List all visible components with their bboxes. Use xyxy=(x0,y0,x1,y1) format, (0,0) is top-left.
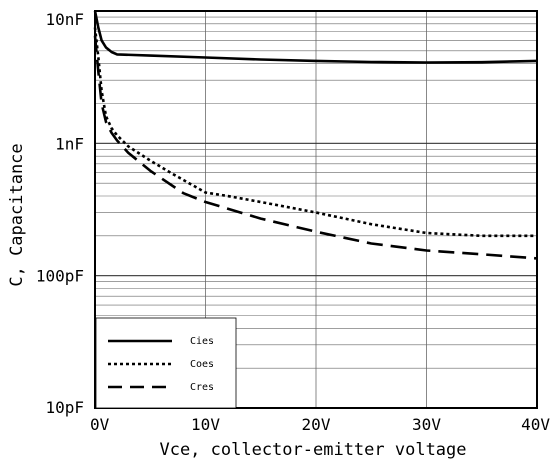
legend-label-cres: Cres xyxy=(190,382,214,393)
series-line-cres xyxy=(93,35,538,260)
y-tick-label: 10pF xyxy=(45,398,84,417)
series-lines xyxy=(93,10,538,260)
x-tick-label: 20V xyxy=(302,415,331,434)
x-axis-title: Vce, collector-emitter voltage xyxy=(159,440,466,460)
x-tick-label: 0V xyxy=(90,415,110,434)
y-tick-label: 1nF xyxy=(55,134,84,153)
y-tick-label: 100pF xyxy=(36,267,84,286)
legend-box xyxy=(95,317,237,409)
legend-label-cies: Cies xyxy=(190,336,214,347)
legend: Cies Coes Cres xyxy=(95,317,237,409)
x-tick-label: 10V xyxy=(191,415,220,434)
series-line-cies xyxy=(93,10,538,64)
x-tick-label: 30V xyxy=(412,415,441,434)
legend-label-coes: Coes xyxy=(190,359,214,370)
x-tick-label: 40V xyxy=(521,415,550,434)
y-tick-label: 10nF xyxy=(45,10,84,29)
x-tick-labels: 0V 10V 20V 30V 40V xyxy=(90,415,550,434)
y-axis-title: C, Capacitance xyxy=(7,143,27,286)
plot-frame xyxy=(94,10,538,409)
y-tick-labels: 10pF 100pF 1nF 10nF xyxy=(36,10,84,417)
series-line-coes xyxy=(93,27,537,238)
